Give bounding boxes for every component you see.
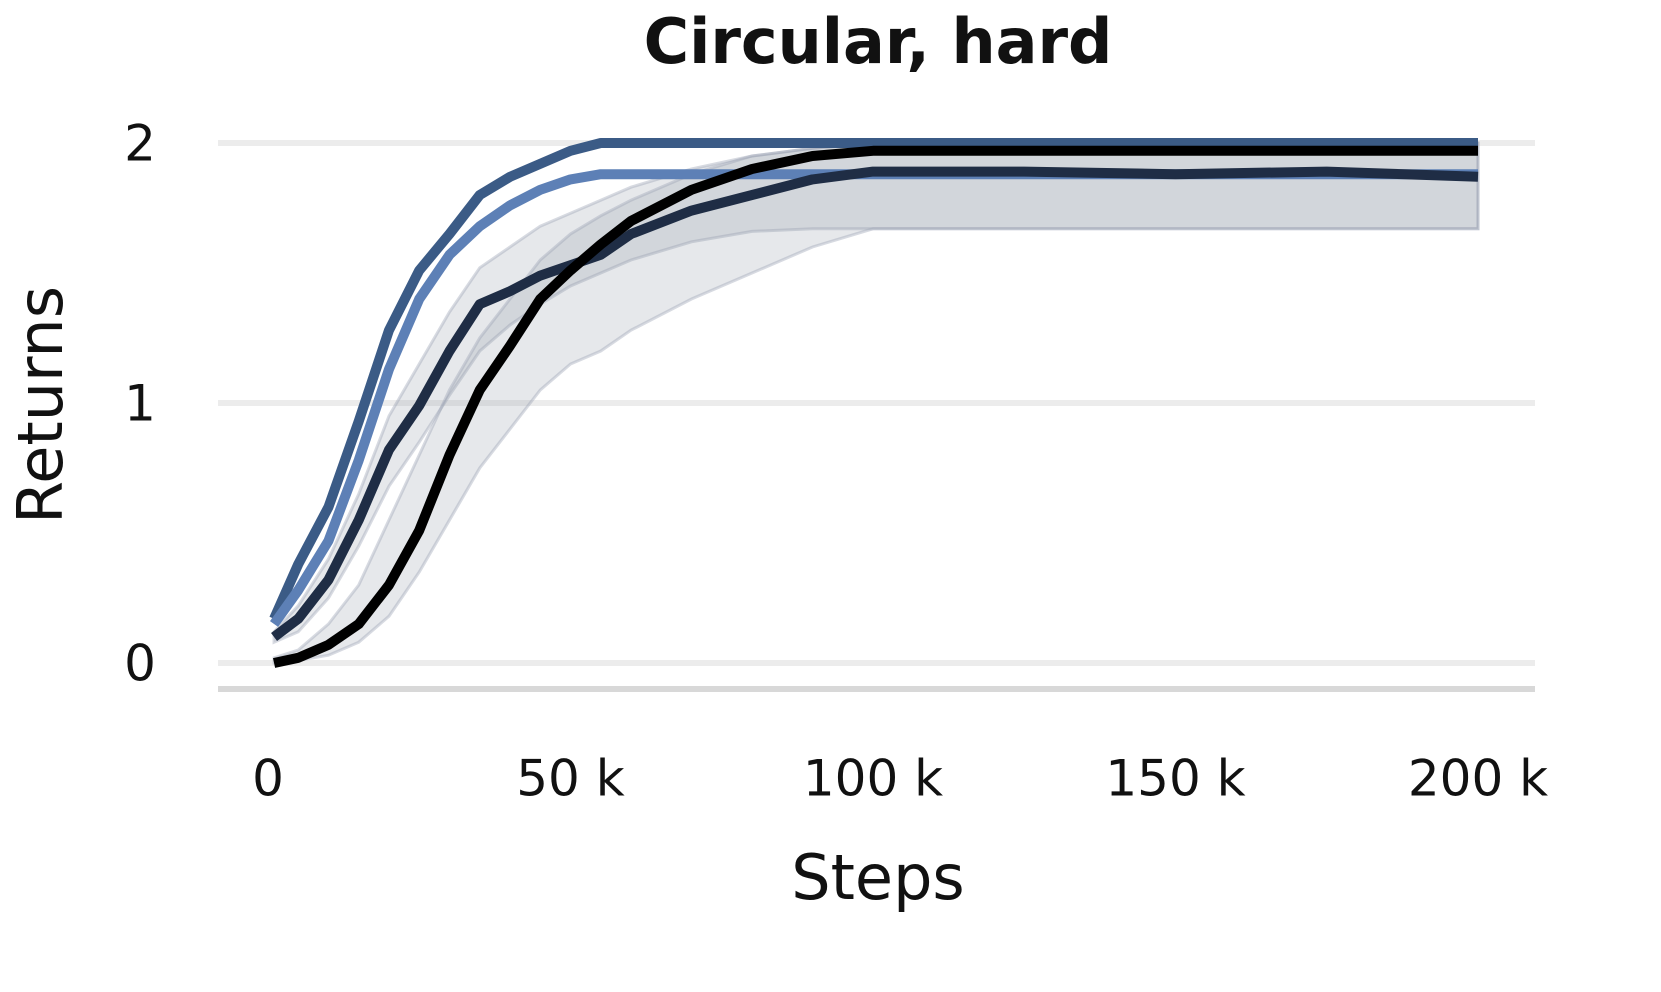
x-tick-label: 200 k bbox=[1408, 750, 1548, 808]
y-tick-label: 2 bbox=[124, 115, 156, 173]
series-line bbox=[272, 145, 1478, 668]
series-line bbox=[269, 138, 1478, 621]
x-tick-label: 50 k bbox=[516, 750, 625, 808]
chart-title: Circular, hard bbox=[644, 5, 1113, 78]
y-tick-label: 0 bbox=[124, 635, 156, 693]
x-tick-label: 150 k bbox=[1105, 750, 1245, 808]
x-tick-label: 100 k bbox=[803, 750, 943, 808]
x-tick-label: 0 bbox=[252, 750, 284, 808]
y-tick-label: 1 bbox=[124, 375, 156, 433]
y-axis-label: Returns bbox=[4, 286, 77, 524]
x-axis-label: Steps bbox=[791, 841, 964, 914]
